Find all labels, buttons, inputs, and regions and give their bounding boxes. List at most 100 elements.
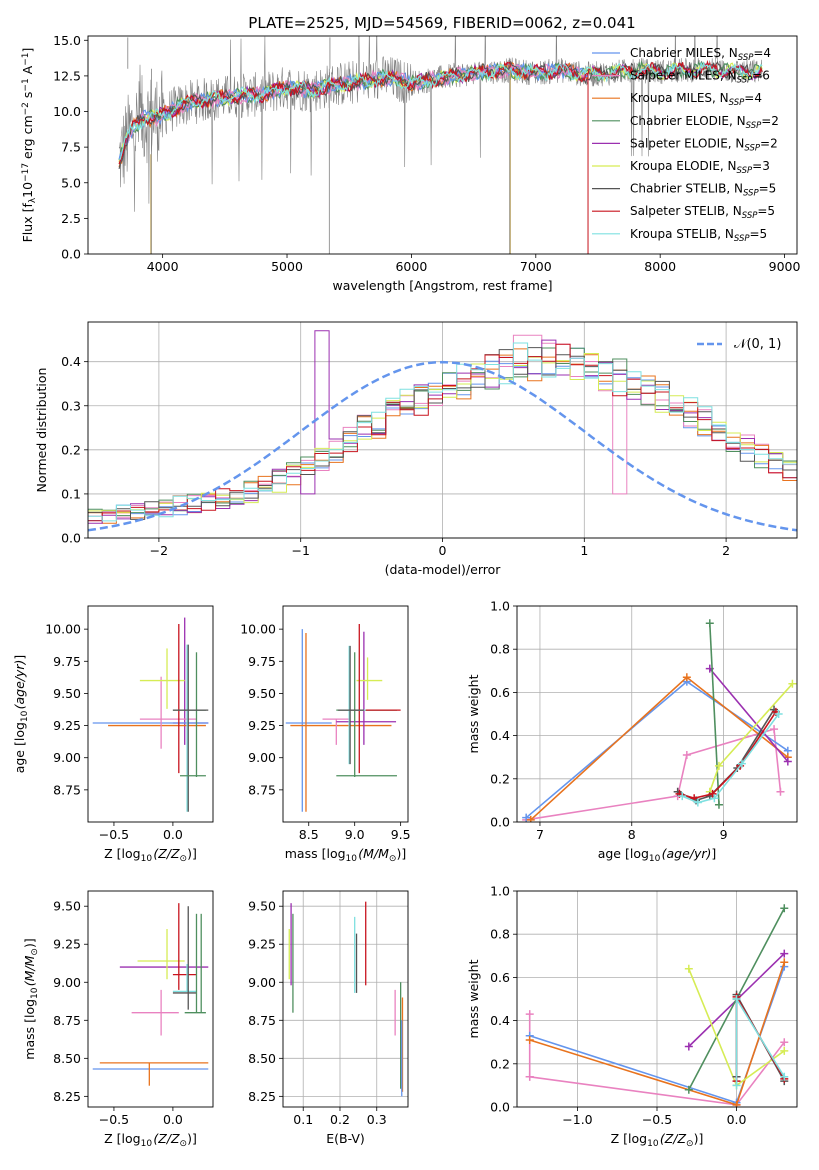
y-tick-label: 10.0 [53,104,81,119]
legend-label: Chabrier MILES, NSSP=4 [630,46,771,63]
data-point-marker [684,1042,693,1051]
y-tick-label: 8.25 [53,1089,81,1104]
x-tick-label: 0.0 [163,827,183,842]
label-part: Kroupa STELIB, N [630,227,734,241]
series-line-salpeter_miles [528,1014,785,1106]
label-part: age [ [12,741,27,773]
label-part: =4 [753,46,771,60]
y-tick-label: 9.00 [248,750,276,765]
data-point-marker [714,800,723,809]
label-part: 10 [141,1139,153,1149]
x-tick-label: 0.2 [330,1112,350,1127]
y-tick-label: 15.0 [53,33,81,48]
model-spectrum-chabrier_stelib [118,60,763,170]
label-part: SSP [746,120,762,130]
y-tick-label: 10.00 [45,622,81,637]
y-tick-label: 0.0 [61,531,81,546]
label-part: log [122,1131,141,1146]
label-part: (data-model)/error [385,562,502,577]
y-tick-label: 0.0 [61,247,81,262]
label-part: ] [192,846,197,861]
data-point-marker [780,904,789,913]
label-part: log [22,999,37,1018]
x-tick-label: 9.5 [391,827,411,842]
y-tick-label: 8.75 [248,1013,276,1028]
y-tick-label: 9.00 [248,975,276,990]
y-tick-label: 8.75 [248,782,276,797]
axes-frame [516,890,798,1108]
data-point-marker [525,1036,534,1045]
x-tick-label: 4000 [147,259,179,274]
data-point-marker [783,757,792,766]
label-part: erg cm [20,115,35,163]
lines-weight_vs_Z [525,904,789,1107]
y-tick-label: 9.50 [248,686,276,701]
y-tick-label: 0.6 [490,970,510,985]
label-part: 10 [20,710,30,722]
x-axis-label: (data-model)/error [385,562,502,577]
histogram-kroupa_miles [88,348,797,538]
label-part: =3 [752,159,770,173]
legend-label: Salpeter MILES, NSSP=6 [630,69,770,86]
label-part: ] [192,1131,197,1146]
y-axis-label: mass weight [466,674,481,753]
data-point-marker [780,958,789,967]
histogram-chabrier_elodie [88,347,797,538]
data-point-marker [780,1072,789,1081]
series-line-chabrier_elodie [709,623,720,805]
data-point-marker [732,1100,741,1107]
label-part: ) [694,1131,699,1146]
label-part: =5 [750,227,768,241]
label-part: ) [187,846,192,861]
label-part: age [ [598,846,630,861]
y-tick-label: 0.4 [61,354,81,369]
label-part: ⊙ [180,1139,188,1149]
axes-mass_vs_EBV: 0.1 0.2 0.3 8.25 8.50 8.75 9.00 9.25 9.50 [248,891,408,1127]
label-part: Kroupa ELODIE, N [630,159,737,173]
axes-frame [282,890,409,1108]
label-part: ⊙ [180,854,188,864]
label-part: =6 [752,69,770,83]
label-part: ) [22,943,37,948]
label-part: ) [396,846,401,861]
label-part: (age/yr) [12,660,27,710]
label-part: −17 [21,163,31,182]
axes-frame [87,890,214,1108]
y-tick-label: 7.5 [61,140,81,155]
x-tick-label: 2 [722,543,730,558]
label-part: SSP [734,233,750,243]
errorbars-age_vs_mass [285,624,401,812]
data-point-marker [693,798,702,807]
label-part: mass [ [285,846,327,861]
axes-frame [516,605,798,823]
y-tick-label: 0.6 [490,685,510,700]
legend-label: Kroupa MILES, NSSP=4 [630,91,762,108]
axes-frame [282,605,409,823]
data-point-marker [732,995,741,1003]
histogram-kroupa_stelib [88,342,797,538]
label-part: (Z/Z [153,1131,180,1146]
label-part: Z [ [611,1131,628,1146]
axes-mass_vs_Z: −0.5 0.0 8.25 8.50 8.75 9.00 9.25 9.50 [53,899,183,1127]
model-spectrum-salpeter_stelib [118,59,763,165]
label-part: Chabrier ELODIE, N [630,114,746,128]
x-tick-label: −0.5 [642,1112,672,1127]
data-point-marker [780,1046,789,1055]
legend-label: Kroupa ELODIE, NSSP=3 [630,159,770,176]
series-line-kroupa_stelib [681,713,780,804]
x-tick-label: 0.3 [367,1112,387,1127]
label-part: Salpeter STELIB, N [630,204,742,218]
y-tick-label: 2.5 [61,211,81,226]
y-axis-label: age [log10 (age/yr)] [12,655,30,774]
label-part: Kroupa MILES, N [630,91,729,105]
axes-frame [87,35,798,255]
y-tick-label: 9.50 [53,686,81,701]
x-axis-label: mass [log10 (M/M⊙)] [285,846,406,864]
histogram-salpeter_miles [88,334,797,538]
label-part: log [12,722,27,741]
x-tick-label: 0 [439,543,447,558]
y-axis-label: mass [log10 (M/M⊙)] [22,938,40,1059]
x-tick-label: 7 [536,827,544,842]
label-part: log [122,846,141,861]
label-part: λ [28,197,38,203]
